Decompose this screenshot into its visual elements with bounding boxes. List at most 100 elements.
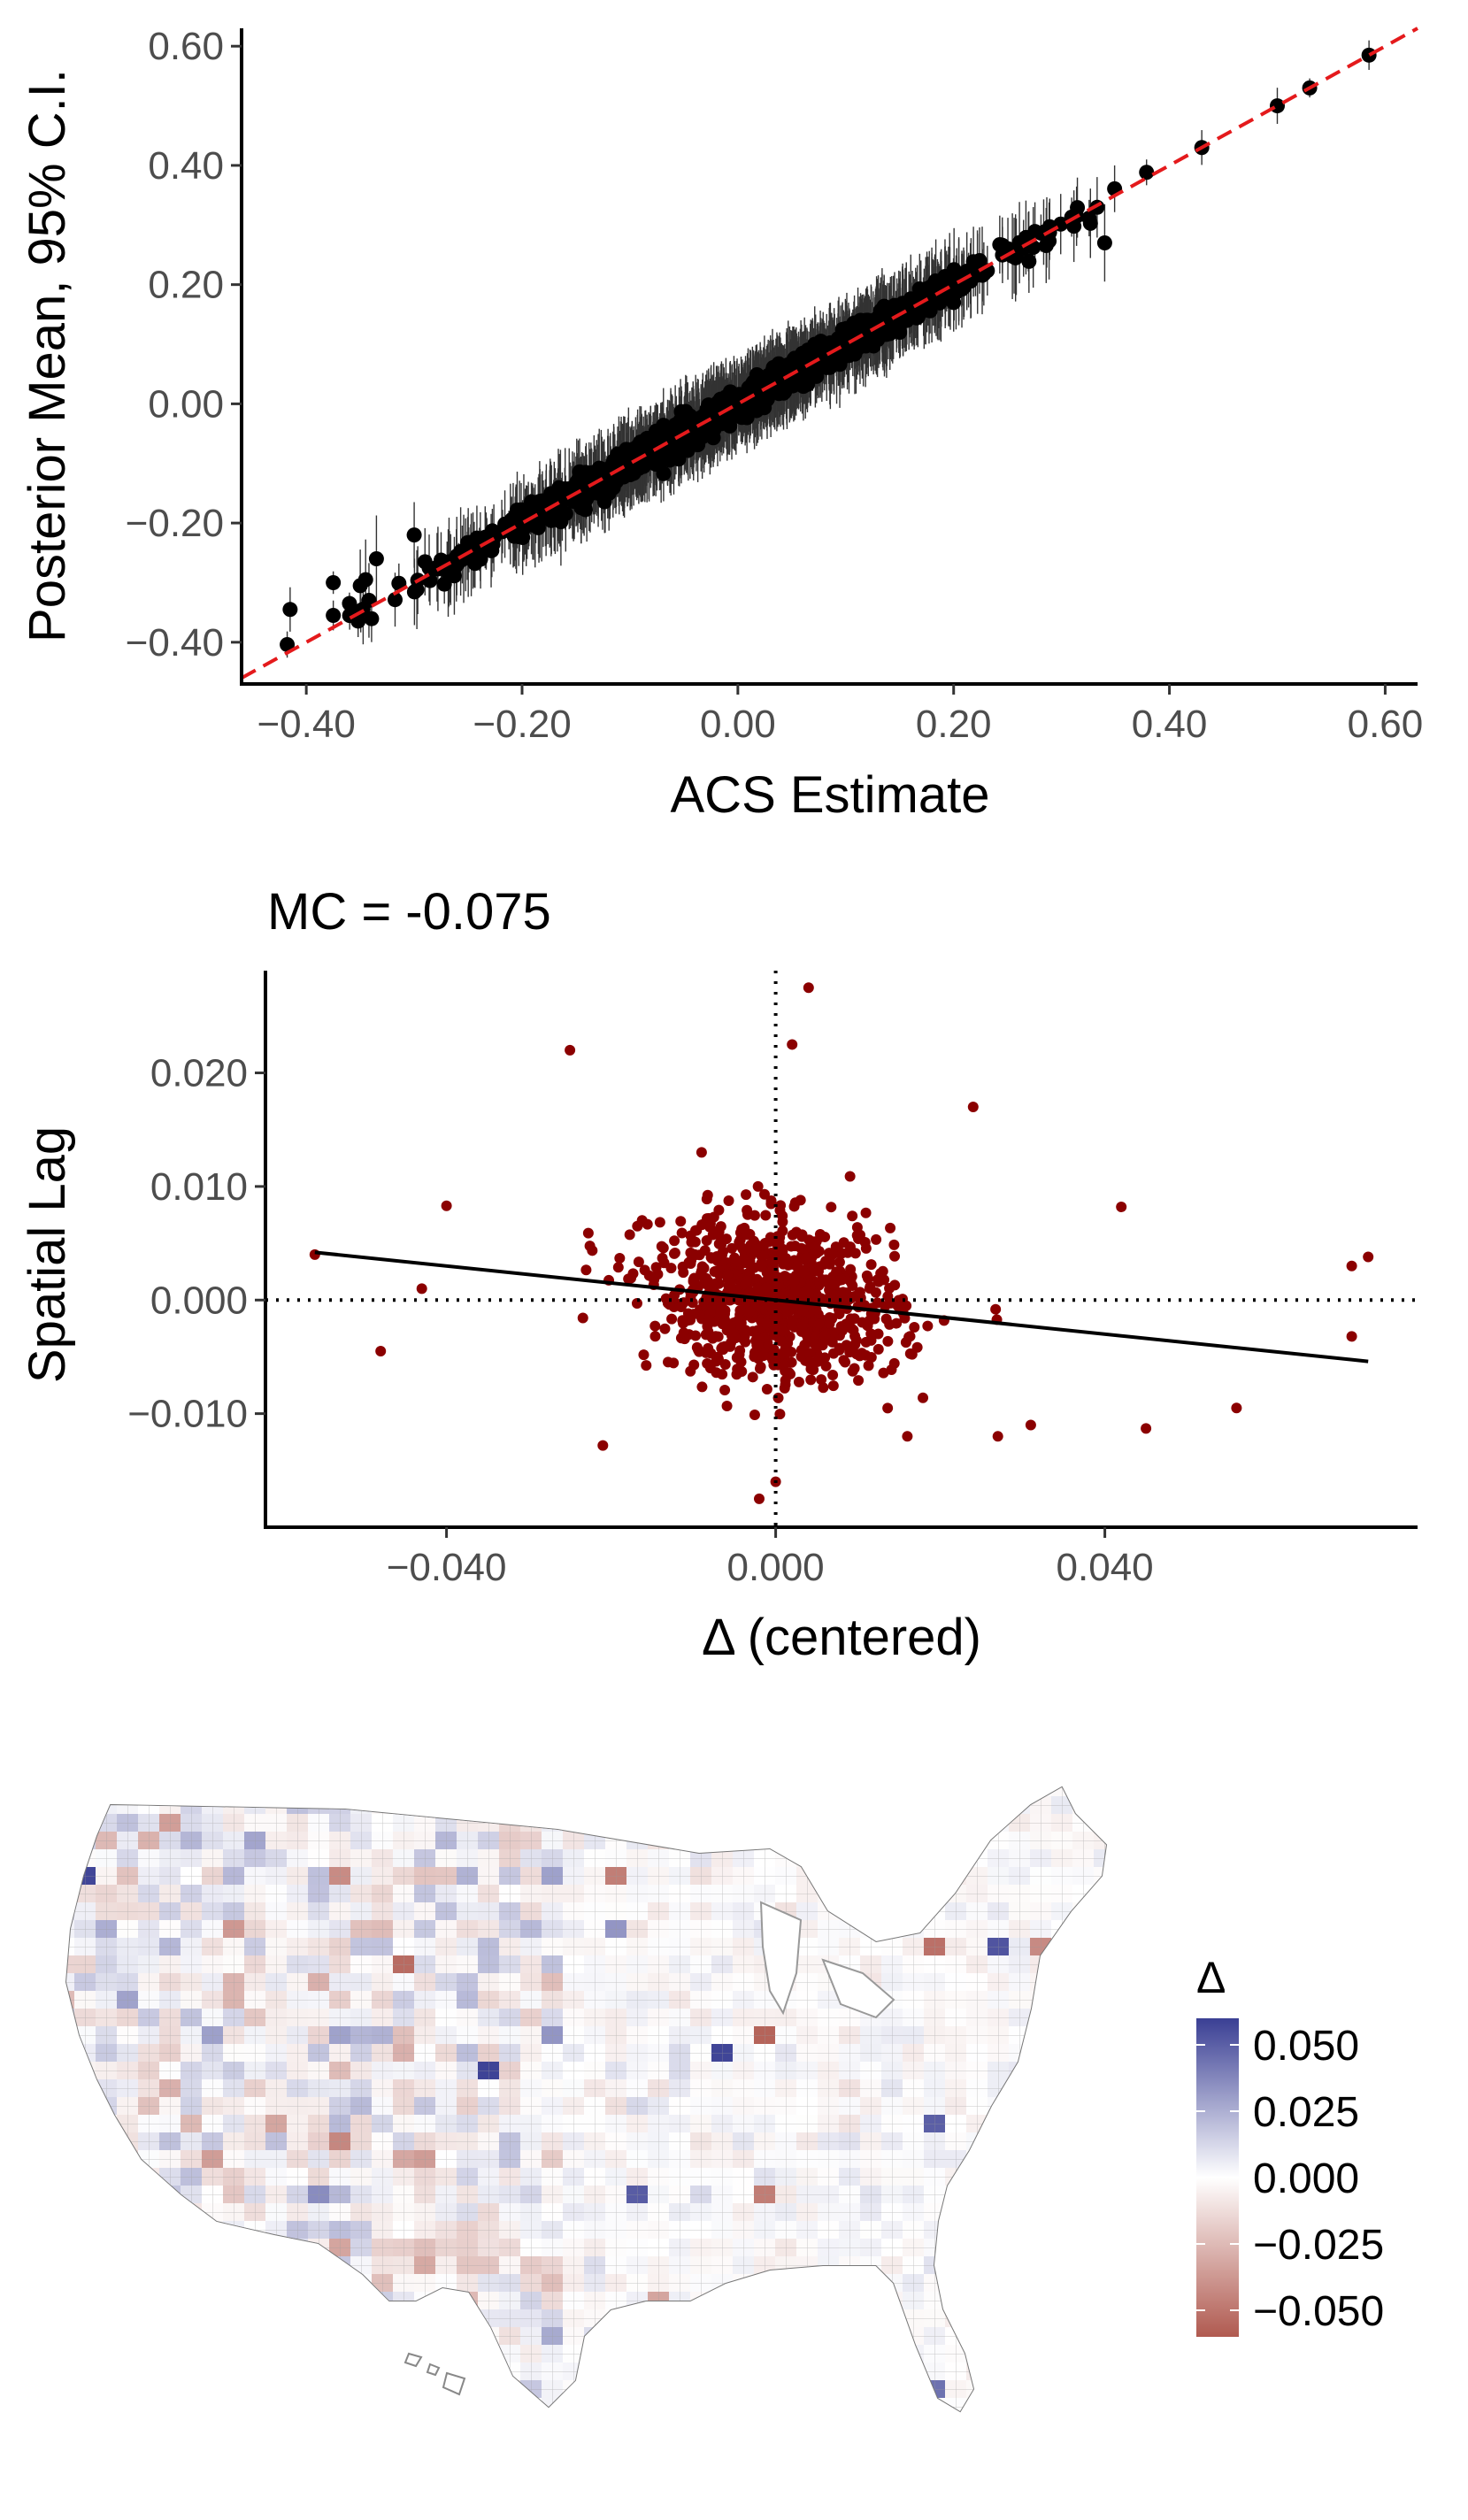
county-cell (66, 1787, 74, 1796)
us-county-cells (66, 1787, 1136, 2411)
county-cell (414, 1796, 435, 1814)
county-cell (1094, 2044, 1106, 2062)
data-point (406, 584, 422, 600)
data-point (641, 1360, 652, 1371)
p1-x-ticks: −0.40 −0.20 0.00 0.20 0.40 0.60 (257, 684, 1423, 746)
county-cell (690, 1832, 711, 1849)
data-point (813, 1318, 825, 1330)
county-cell (945, 1814, 966, 1832)
data-point (803, 982, 814, 994)
county-cell (563, 1796, 584, 1814)
county-cell (66, 1885, 74, 1902)
data-point (824, 1318, 835, 1329)
data-point (737, 1243, 749, 1255)
data-point (1096, 235, 1112, 251)
y-tick-label: 0.40 (148, 144, 224, 188)
county-cell (648, 1814, 669, 1832)
county-cell (1094, 2062, 1106, 2079)
county-cell (329, 1787, 350, 1796)
data-point (532, 494, 548, 510)
county-cell (74, 1787, 96, 1796)
county-cell (66, 2079, 74, 2097)
county-cell (881, 1787, 903, 1796)
data-point (811, 1333, 822, 1344)
data-point (804, 1356, 816, 1368)
data-point (669, 1248, 680, 1259)
county-cell (1009, 1787, 1030, 1796)
county-cell (605, 1796, 626, 1814)
data-point (816, 1374, 827, 1386)
data-point (757, 1259, 768, 1271)
data-point (752, 1282, 764, 1294)
data-point (723, 1195, 734, 1206)
county-cell (1094, 1814, 1106, 1832)
data-point (926, 284, 942, 300)
data-point (734, 1305, 746, 1317)
data-point (895, 308, 911, 324)
county-cell (1009, 2079, 1030, 2097)
county-cell (988, 1787, 1009, 1796)
data-point (577, 1312, 588, 1324)
data-point (730, 1333, 742, 1344)
county-cell (881, 1902, 903, 1920)
county-cell (818, 1867, 839, 1885)
data-point (869, 1313, 880, 1325)
county-cell (945, 1849, 966, 1867)
county-cell (966, 1832, 988, 1849)
data-point (368, 551, 384, 567)
data-point (712, 1353, 724, 1364)
county-cell (66, 2097, 96, 2115)
county-cell (457, 1787, 478, 1796)
county-cell (542, 1796, 563, 1814)
data-point (326, 574, 342, 590)
data-point (847, 1280, 858, 1292)
data-point (716, 1234, 727, 1246)
county-cell (903, 1787, 924, 1796)
data-point (429, 559, 445, 575)
data-point (696, 1147, 707, 1158)
data-point (687, 419, 703, 434)
data-point (727, 403, 743, 419)
county-cell (669, 1832, 690, 1849)
data-point (650, 1262, 662, 1273)
county-cell (563, 1814, 584, 1832)
county-cell (1115, 1885, 1136, 1902)
county-cell (1072, 2062, 1094, 2079)
data-point (757, 1250, 769, 1262)
county-cell (1115, 1991, 1136, 2009)
data-point (282, 602, 298, 618)
county-cell (903, 1902, 924, 1920)
county-cell (1030, 2026, 1051, 2044)
y-tick-label: −0.40 (126, 621, 224, 665)
data-point (972, 252, 988, 268)
data-point (707, 1229, 719, 1241)
data-point (872, 1276, 884, 1287)
data-point (638, 1349, 649, 1361)
county-cell (860, 1796, 881, 1814)
county-cell (1094, 2009, 1106, 2026)
data-point (826, 1336, 838, 1348)
data-point (836, 1325, 848, 1336)
county-cell (903, 1814, 924, 1832)
data-point (662, 1356, 673, 1368)
county-cell (924, 1832, 945, 1849)
county-cell (1072, 1920, 1094, 1938)
data-point (685, 1365, 696, 1377)
county-cell (478, 1796, 520, 1814)
data-point (752, 1180, 764, 1192)
county-cell (966, 1796, 988, 1814)
y-tick-label: 0.20 (148, 264, 224, 307)
p2-points (309, 982, 1374, 1504)
county-cell (733, 1787, 754, 1796)
y-tick-label: 0.000 (150, 1279, 248, 1322)
data-point (779, 1271, 790, 1282)
y-tick-label: −0.20 (126, 502, 224, 545)
data-point (649, 1331, 661, 1342)
county-cell (924, 1796, 945, 1814)
data-point (828, 1279, 840, 1290)
county-cell (839, 1867, 860, 1885)
county-cell (733, 1832, 754, 1849)
data-point (872, 1343, 884, 1355)
county-cell (711, 1796, 733, 1814)
